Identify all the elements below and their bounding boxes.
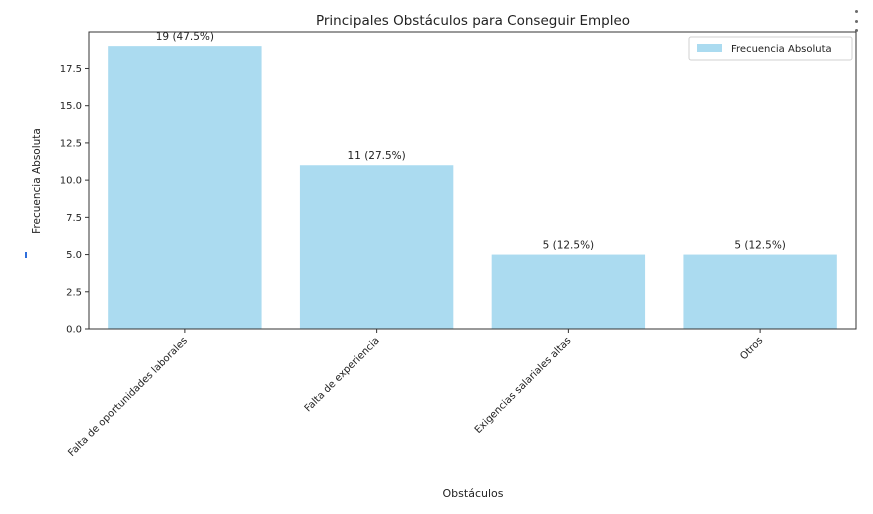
menu-dot <box>854 29 858 32</box>
x-axis-label: Obstáculos <box>443 487 504 500</box>
y-tick-label: 12.5 <box>60 138 82 149</box>
bar-data-label: 19 (47.5%) <box>156 31 214 43</box>
y-tick-label: 17.5 <box>60 64 82 75</box>
bar <box>299 165 454 329</box>
y-tick-label: 0.0 <box>66 325 82 336</box>
y-tick-label: 5.0 <box>66 250 82 261</box>
bar-data-label: 5 (12.5%) <box>734 240 786 252</box>
legend-swatch <box>697 44 722 52</box>
bar <box>683 254 837 329</box>
menu-dot <box>854 19 858 23</box>
legend-box <box>688 36 853 61</box>
bar-data-label: 11 (27.5%) <box>348 150 406 162</box>
bar <box>491 254 646 329</box>
cell-focus-marker <box>25 252 27 258</box>
chart-title: Principales Obstáculos para Conseguir Em… <box>316 13 630 29</box>
menu-dot <box>854 10 858 13</box>
bar-data-label: 5 (12.5%) <box>543 240 595 252</box>
y-tick-label: 7.5 <box>66 213 82 224</box>
y-tick-label: 2.5 <box>66 287 82 298</box>
y-axis-label: Frecuencia Absoluta <box>31 128 43 234</box>
kebab-menu-icon[interactable] <box>852 10 860 32</box>
bar <box>108 46 262 330</box>
y-tick-label: 15.0 <box>60 101 82 112</box>
y-tick-label: 10.0 <box>60 176 82 187</box>
legend: Frecuencia Absoluta <box>688 36 853 61</box>
legend-label: Frecuencia Absoluta <box>731 44 832 55</box>
plot-frame <box>88 31 857 330</box>
